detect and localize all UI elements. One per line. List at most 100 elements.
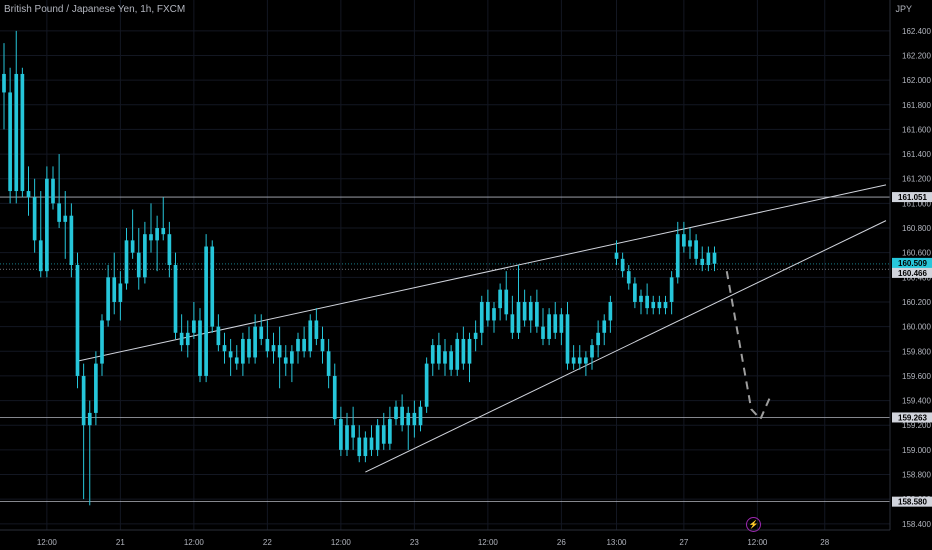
candle-body: [143, 234, 147, 278]
candle-body: [394, 406, 398, 420]
candle-body: [173, 265, 178, 333]
candle-body: [332, 375, 337, 420]
x-tick-label: 13:00: [606, 538, 627, 547]
candle-body: [87, 412, 92, 426]
trendline: [365, 220, 887, 473]
y-tick-label: 158.400: [902, 520, 931, 529]
candle-body: [639, 295, 643, 302]
candlestick-series: [2, 30, 717, 506]
candle-body: [339, 419, 343, 450]
horizontal-levels: [0, 196, 890, 503]
candle-body: [241, 338, 245, 364]
candle-body: [620, 258, 625, 272]
candle-body: [259, 326, 264, 339]
candle-body: [283, 357, 288, 364]
candle-body: [467, 338, 472, 364]
y-tick-label: 160.200: [902, 298, 931, 307]
candle-body: [473, 332, 478, 339]
candle-body: [253, 326, 257, 358]
y-tick-label: 161.200: [902, 175, 931, 184]
candle-body: [461, 338, 466, 364]
candle-body: [26, 191, 31, 198]
candle-body: [32, 197, 37, 241]
candle-body: [75, 265, 80, 376]
candle-body: [375, 425, 380, 450]
candle-body: [412, 412, 417, 426]
candle-body: [210, 246, 215, 327]
candle-body: [100, 320, 104, 364]
candle-body: [130, 240, 135, 253]
candle-body: [314, 320, 319, 339]
candle-body: [234, 357, 239, 364]
candle-body: [369, 437, 374, 450]
x-tick-label: 28: [820, 538, 829, 547]
secondary-level-badge-bg: [892, 267, 932, 278]
candle-body: [351, 425, 355, 438]
candle-body: [541, 326, 545, 339]
candle-body: [449, 351, 453, 370]
y-tick-label: 160.000: [902, 323, 931, 332]
candle-body: [155, 228, 159, 241]
y-tick-label: 159.400: [902, 397, 931, 406]
candle-body: [492, 308, 496, 321]
y-tick-label: 158.800: [902, 471, 931, 480]
y-tick-label: 162.200: [902, 51, 931, 60]
candle-body: [106, 277, 110, 321]
candle-body: [136, 252, 141, 278]
candle-body: [596, 332, 600, 346]
y-tick-label: 162.000: [902, 76, 931, 85]
y-tick-label: 161.800: [902, 101, 931, 110]
chart-title: British Pound / Japanese Yen, 1h, FXCM: [4, 4, 186, 15]
y-tick-label: 162.400: [902, 27, 931, 36]
candle-body: [388, 419, 392, 444]
candle-body: [516, 301, 521, 333]
candle-body: [700, 258, 705, 265]
candle-body: [430, 345, 435, 364]
x-tick-label: 12:00: [747, 538, 768, 547]
level-badge-bg: [892, 192, 932, 203]
candle-body: [14, 73, 19, 192]
candle-body: [608, 301, 613, 321]
y-tick-label: 159.800: [902, 347, 931, 356]
candle-body: [265, 338, 270, 352]
candle-body: [455, 338, 460, 370]
candle-body: [326, 351, 331, 376]
candle-body: [308, 320, 313, 352]
candle-body: [486, 301, 490, 321]
x-tick-label: 21: [116, 538, 125, 547]
candle-body: [345, 425, 349, 450]
candle-body: [69, 215, 74, 265]
candle-body: [20, 73, 25, 192]
candle-body: [418, 406, 423, 426]
y-tick-label: 160.600: [902, 249, 931, 258]
candle-body: [51, 178, 55, 204]
candle-body: [443, 351, 447, 364]
x-tick-label: 27: [679, 538, 688, 547]
candle-body: [479, 301, 484, 333]
level-badge: 158.580: [898, 498, 927, 507]
x-tick-label: 12:00: [478, 538, 499, 547]
lightning-bolt-icon[interactable]: ⚡: [746, 517, 761, 532]
level-badge-bg: [892, 412, 932, 423]
candle-body: [498, 289, 502, 309]
candle-body: [437, 345, 441, 364]
x-tick-label: 23: [410, 538, 419, 547]
candle-body: [271, 345, 276, 352]
candle-body: [2, 73, 6, 93]
candle-body: [216, 326, 221, 346]
candle-body: [247, 338, 251, 358]
candle-body: [626, 271, 631, 284]
candle-body: [185, 332, 190, 346]
x-tick-label: 12:00: [184, 538, 205, 547]
candle-body: [161, 228, 166, 235]
candle-body: [45, 178, 49, 272]
candle-body: [290, 351, 294, 364]
candle-body: [535, 301, 539, 327]
candle-body: [302, 338, 306, 352]
candle-body: [528, 301, 533, 321]
y-tick-label: 161.600: [902, 125, 931, 134]
candle-body: [547, 314, 551, 339]
candle-body: [381, 425, 386, 444]
